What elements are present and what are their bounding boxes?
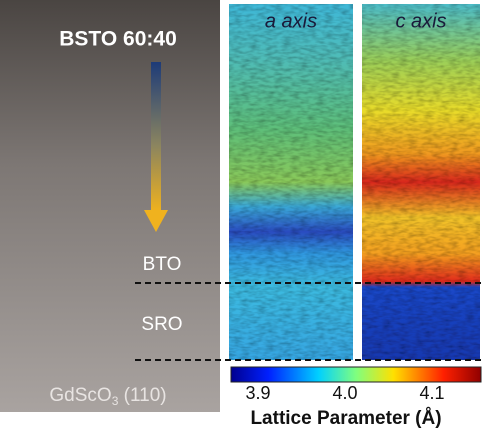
growth-arrow bbox=[151, 62, 161, 212]
layer-label: SRO bbox=[141, 314, 182, 335]
c-axis-map bbox=[362, 4, 480, 360]
panel-title: a axis bbox=[265, 10, 317, 32]
a-axis-map bbox=[229, 4, 353, 360]
colorbar-tick-label: 4.0 bbox=[332, 383, 357, 403]
panel-title: c axis bbox=[395, 10, 446, 32]
colorbar-label: Lattice Parameter (Å) bbox=[250, 408, 441, 429]
colorbar-tick-label: 3.9 bbox=[245, 383, 270, 403]
colorbar bbox=[231, 367, 481, 382]
colorbar-tick-label: 4.1 bbox=[419, 383, 444, 403]
substrate-label: GdScO3 (110) bbox=[49, 385, 166, 408]
layer-label: BTO bbox=[143, 254, 182, 275]
film-label: BSTO 60:40 bbox=[59, 28, 177, 51]
cross-section-image bbox=[0, 0, 220, 412]
figure: BSTO 60:40 BTO SRO GdScO3 (110) a axis c… bbox=[0, 0, 485, 434]
